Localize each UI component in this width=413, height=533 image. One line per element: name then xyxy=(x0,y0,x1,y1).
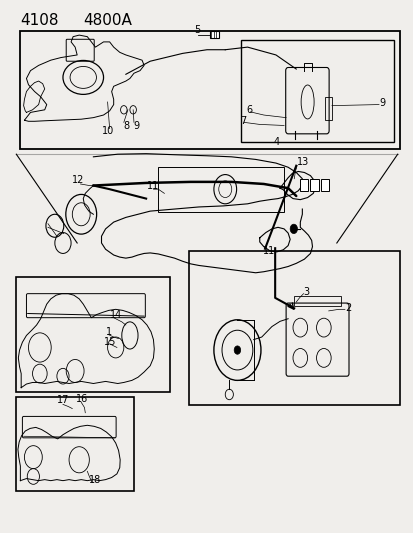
Bar xyxy=(188,251,399,405)
Text: 11: 11 xyxy=(262,246,275,256)
Text: 18: 18 xyxy=(89,475,101,485)
Text: 4: 4 xyxy=(273,137,279,147)
Text: 9: 9 xyxy=(379,98,385,108)
Bar xyxy=(320,179,328,191)
Bar xyxy=(324,97,331,120)
Text: 8: 8 xyxy=(123,120,130,131)
Text: 6: 6 xyxy=(246,106,252,116)
Bar xyxy=(20,31,399,149)
Text: 4800A: 4800A xyxy=(83,13,132,28)
Text: 7: 7 xyxy=(239,116,245,126)
Bar xyxy=(16,277,170,392)
Text: 12: 12 xyxy=(71,175,84,185)
Text: 17: 17 xyxy=(57,395,69,406)
Text: 11: 11 xyxy=(147,181,159,191)
Text: 15: 15 xyxy=(103,337,116,347)
Text: 4108: 4108 xyxy=(20,13,59,28)
Text: 1: 1 xyxy=(105,327,112,337)
Bar xyxy=(310,179,318,191)
Circle shape xyxy=(234,346,240,354)
Text: 13: 13 xyxy=(297,157,309,167)
Text: 5: 5 xyxy=(194,25,200,35)
Text: 16: 16 xyxy=(76,394,88,405)
Bar xyxy=(294,296,340,306)
Text: 2: 2 xyxy=(344,303,350,313)
Circle shape xyxy=(290,224,297,233)
Text: 9: 9 xyxy=(133,120,139,131)
Bar xyxy=(210,31,218,38)
Text: 10: 10 xyxy=(101,126,114,136)
Bar xyxy=(241,41,393,142)
Bar xyxy=(16,397,134,491)
Text: 3: 3 xyxy=(303,287,309,297)
Bar xyxy=(299,179,308,191)
Bar xyxy=(158,167,283,212)
Text: 14: 14 xyxy=(109,310,121,320)
